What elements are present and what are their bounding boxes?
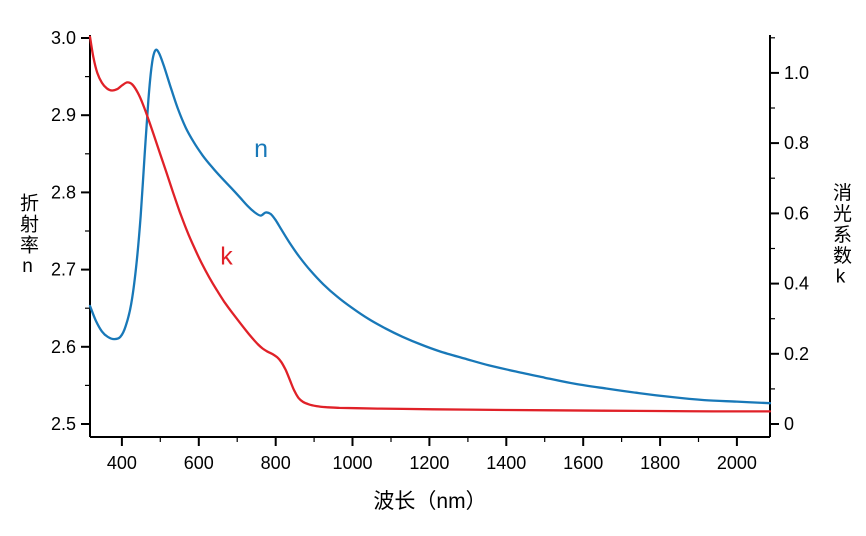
- x-axis-title: 波长（nm）: [373, 490, 487, 513]
- x-tick-label: 1200: [409, 453, 449, 473]
- y-left-tick-label: 2.6: [51, 337, 76, 357]
- x-tick-label: 400: [107, 453, 137, 473]
- y-left-axis-title: 折射率n: [17, 193, 38, 279]
- x-tick-label: 2000: [717, 453, 757, 473]
- x-tick-label: 1800: [640, 453, 680, 473]
- x-tick-label: 1600: [563, 453, 603, 473]
- series-curve-n: [88, 48, 772, 405]
- y-right-tick-label: 0.2: [784, 344, 809, 364]
- x-tick-label: 800: [261, 453, 291, 473]
- y-left-tick-label: 2.9: [51, 105, 76, 125]
- y-right-tick-label: 0.4: [784, 274, 809, 294]
- y-right-tick-label: 0.8: [784, 133, 809, 153]
- y-right-tick-label: 0: [784, 414, 794, 434]
- x-tick-label: 1000: [332, 453, 372, 473]
- y-left-tick-label: 2.7: [51, 260, 76, 280]
- series-curve-k: [88, 35, 772, 413]
- series-label-n: n: [254, 135, 268, 163]
- x-tick-label: 600: [184, 453, 214, 473]
- y-right-tick-label: 1.0: [784, 63, 809, 83]
- x-tick-label: 1400: [486, 453, 526, 473]
- y-left-tick-label: 3.0: [51, 28, 76, 48]
- y-right-axis-title: 消光系数k: [830, 182, 851, 290]
- y-right-tick-label: 0.6: [784, 203, 809, 223]
- series-label-k: k: [220, 242, 233, 270]
- y-left-tick-label: 2.5: [51, 414, 76, 434]
- y-left-tick-label: 2.8: [51, 182, 76, 202]
